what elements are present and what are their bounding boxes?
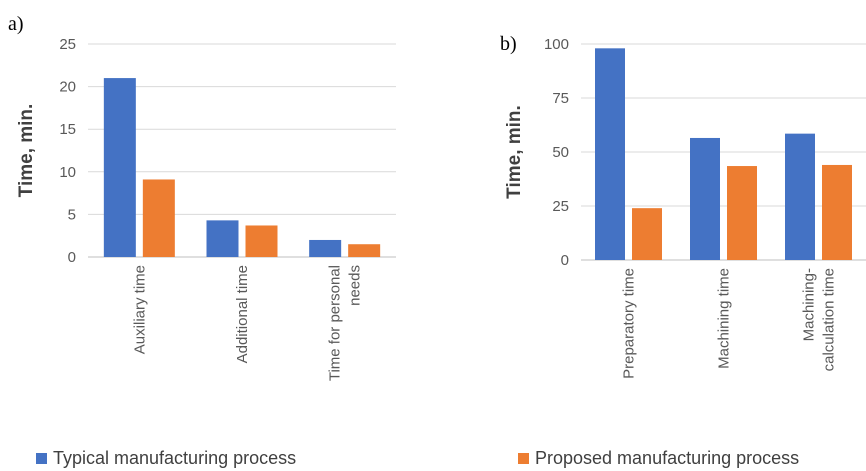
y-tick-label: 50: [552, 144, 569, 161]
legend-label-typical: Typical manufacturing process: [53, 448, 296, 468]
y-tick-label: 0: [561, 252, 569, 269]
panel-label: a): [8, 13, 24, 35]
x-tick-label: Machining time: [716, 268, 733, 369]
bar-typical: [103, 78, 136, 257]
x-tick-label: Time for personal: [327, 265, 344, 381]
bar-proposed: [822, 164, 852, 260]
x-tick-label: Additional time: [234, 265, 251, 363]
y-tick-label: 75: [552, 90, 569, 107]
x-tick-label: Auxiliary time: [131, 265, 148, 354]
y-tick-label: 20: [59, 79, 76, 96]
bar-proposed: [632, 208, 662, 260]
y-tick-label: 5: [68, 206, 76, 223]
x-tick-label: Machining-: [801, 268, 818, 341]
chart-b: b) 0 25 50 75 100 Time, min. Preparatory time Ma…: [500, 33, 866, 379]
bar-typical: [690, 137, 720, 260]
y-tick-label: 25: [59, 36, 76, 53]
bar-proposed: [348, 244, 381, 257]
bar-proposed: [727, 166, 757, 260]
y-tick-label: 25: [552, 198, 569, 215]
bar-typical: [309, 239, 342, 257]
bar-typical: [595, 48, 625, 260]
y-tick-label: 10: [59, 164, 76, 181]
y-tick-label: 100: [544, 36, 569, 53]
bar-typical: [785, 133, 815, 260]
legend-swatch-proposed: [518, 453, 529, 464]
bar-proposed: [245, 225, 278, 257]
legend: Typical manufacturing process Proposed m…: [36, 448, 799, 468]
x-tick-label: Preparatory time: [621, 268, 638, 379]
y-tick-label: 15: [59, 121, 76, 138]
legend-swatch-typical: [36, 453, 47, 464]
bar-proposed: [142, 179, 175, 257]
x-tick-label: needs: [347, 265, 364, 306]
y-axis-title: Time, min.: [16, 104, 37, 198]
bar-typical: [206, 220, 239, 257]
x-tick-label: calculation time: [821, 268, 838, 371]
panel-label: b): [500, 33, 517, 55]
legend-label-proposed: Proposed manufacturing process: [535, 448, 799, 468]
chart-a: a) 0 5 10 15 20 25 Time, min. Auxiliary time Addi…: [8, 13, 396, 381]
y-tick-label: 0: [68, 249, 76, 266]
y-axis-title: Time, min.: [504, 105, 525, 199]
